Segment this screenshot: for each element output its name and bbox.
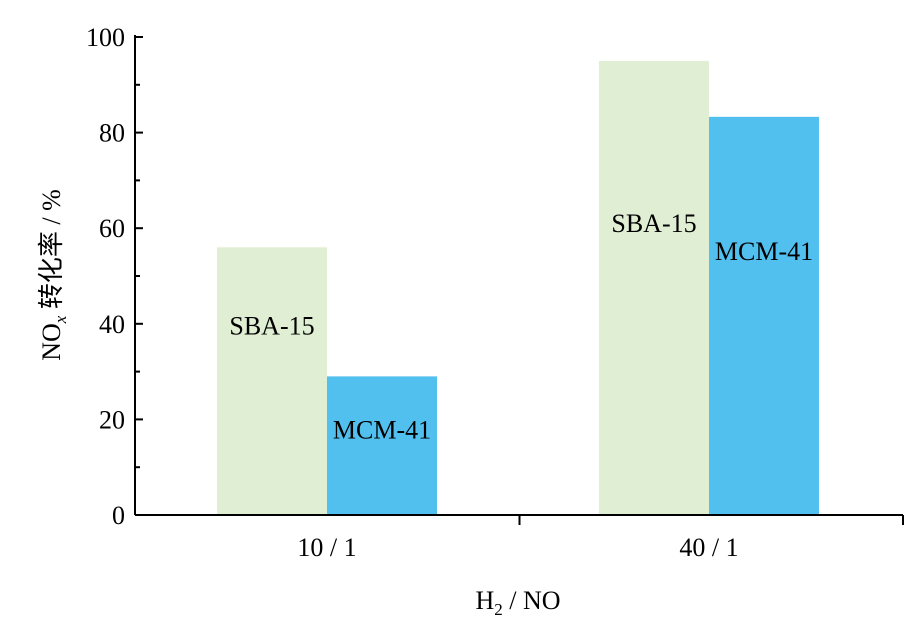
bar-label-sba-15-1: SBA-15 bbox=[229, 311, 314, 340]
bar-label-mcm-41-2: MCM-41 bbox=[715, 237, 813, 266]
x-axis-label: H2 / NO bbox=[475, 586, 560, 619]
y-tick-label-100: 100 bbox=[86, 23, 125, 52]
y-tick-label-40: 40 bbox=[99, 310, 125, 339]
y-tick-label-20: 20 bbox=[99, 405, 125, 434]
x-axis-label-subscript: 2 bbox=[494, 600, 503, 619]
x-tick-label-1: 10 / 1 bbox=[297, 533, 356, 562]
y-axis-label-main: NO bbox=[37, 323, 66, 361]
y-axis-label-subscript: x bbox=[51, 315, 70, 324]
bar-label-sba-15-2: SBA-15 bbox=[611, 209, 696, 238]
x-tick-label-2: 40 / 1 bbox=[679, 533, 738, 562]
bar-mcm-41-1 bbox=[327, 376, 437, 515]
bar-label-mcm-41-1: MCM-41 bbox=[333, 415, 431, 444]
bar-mcm-41-2 bbox=[709, 116, 819, 516]
y-axis-label-rest: 转化率 / % bbox=[37, 189, 66, 315]
y-axis-label: NOx 转化率 / % bbox=[37, 189, 70, 361]
x-axis-label-rest: / NO bbox=[503, 586, 561, 615]
bar-sba-15-1 bbox=[217, 247, 327, 515]
x-axis-label-main: H bbox=[475, 586, 494, 615]
y-tick-label-0: 0 bbox=[112, 501, 125, 530]
bars-layer: SBA-15 MCM-41 SBA-15 MCM-41 bbox=[217, 60, 819, 516]
y-tick-label-60: 60 bbox=[99, 214, 125, 243]
y-tick-label-80: 80 bbox=[99, 119, 125, 148]
axes-layer: 0 20 40 60 80 100 10 / 1 40 / 1 bbox=[86, 23, 904, 562]
bar-sba-15-2 bbox=[599, 60, 709, 516]
